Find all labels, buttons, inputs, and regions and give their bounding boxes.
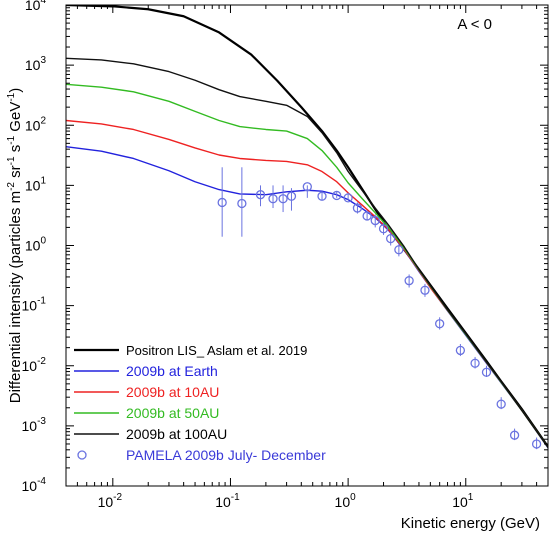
x-tick-label: 100: [335, 492, 357, 510]
data-point: [278, 194, 288, 204]
data-point: [268, 194, 278, 204]
data-point: [217, 197, 227, 208]
data-point: [509, 430, 520, 440]
y-tick-label: 100: [25, 236, 47, 254]
legend-label-2: 2009b at 10AU: [126, 384, 219, 400]
series-line-4: [66, 57, 548, 448]
data-point: [496, 399, 506, 409]
data-point: [332, 190, 342, 201]
data-point: [404, 276, 414, 286]
legend-label-4: 2009b at 100AU: [126, 426, 227, 442]
legend-label-3: 2009b at 50AU: [126, 405, 219, 421]
data-point: [378, 224, 389, 234]
y-tick-label: 104: [25, 0, 47, 13]
data-point: [343, 193, 353, 203]
data-point: [394, 245, 404, 255]
data-point: [470, 358, 480, 368]
legend-label-pamela: PAMELA 2009b July- December: [126, 447, 326, 463]
data-point: [286, 191, 297, 201]
polarity-annotation: A < 0: [457, 16, 492, 33]
data-point: [386, 233, 396, 244]
data-point: [481, 367, 492, 377]
y-tick-label: 10-1: [22, 296, 47, 314]
y-tick-label: 10-4: [22, 476, 47, 494]
axes: 10-2 10-1 100 101 10-4 10-3 10-2 10-1 100 101 102 1…: [6, 0, 549, 532]
series-line-0: [66, 5, 548, 448]
y-tick-label: 102: [25, 115, 47, 133]
data-point: [302, 182, 312, 192]
x-axis-title: Kinetic energy (GeV): [401, 515, 540, 532]
data-point: [352, 203, 363, 213]
data-point: [420, 285, 430, 295]
legend-label-0: Positron LIS_ Aslam et al. 2019: [126, 343, 307, 358]
legend-marker-pamela: [77, 450, 87, 460]
data-point: [317, 191, 327, 201]
legend: Positron LIS_ Aslam et al. 2019 2009b at …: [74, 343, 326, 463]
x-tick-label: 101: [452, 492, 474, 510]
y-tick-label: 10-2: [22, 356, 47, 374]
x-tick-label: 10-1: [215, 492, 240, 510]
plot-area: [66, 5, 548, 450]
data-point: [531, 439, 542, 449]
legend-label-1: 2009b at Earth: [126, 363, 218, 379]
data-point: [435, 319, 445, 329]
x-tick-label: 10-2: [98, 492, 123, 510]
y-tick-label: 103: [25, 55, 47, 73]
y-tick-label: 10-3: [22, 416, 47, 434]
y-axis-title: Differential intensity (particles m-2 sr…: [6, 88, 24, 403]
data-point: [255, 190, 266, 200]
data-point: [237, 198, 247, 209]
y-tick-label: 101: [25, 175, 47, 193]
data-point: [455, 345, 466, 356]
data-point: [362, 211, 372, 221]
data-point: [370, 215, 380, 226]
